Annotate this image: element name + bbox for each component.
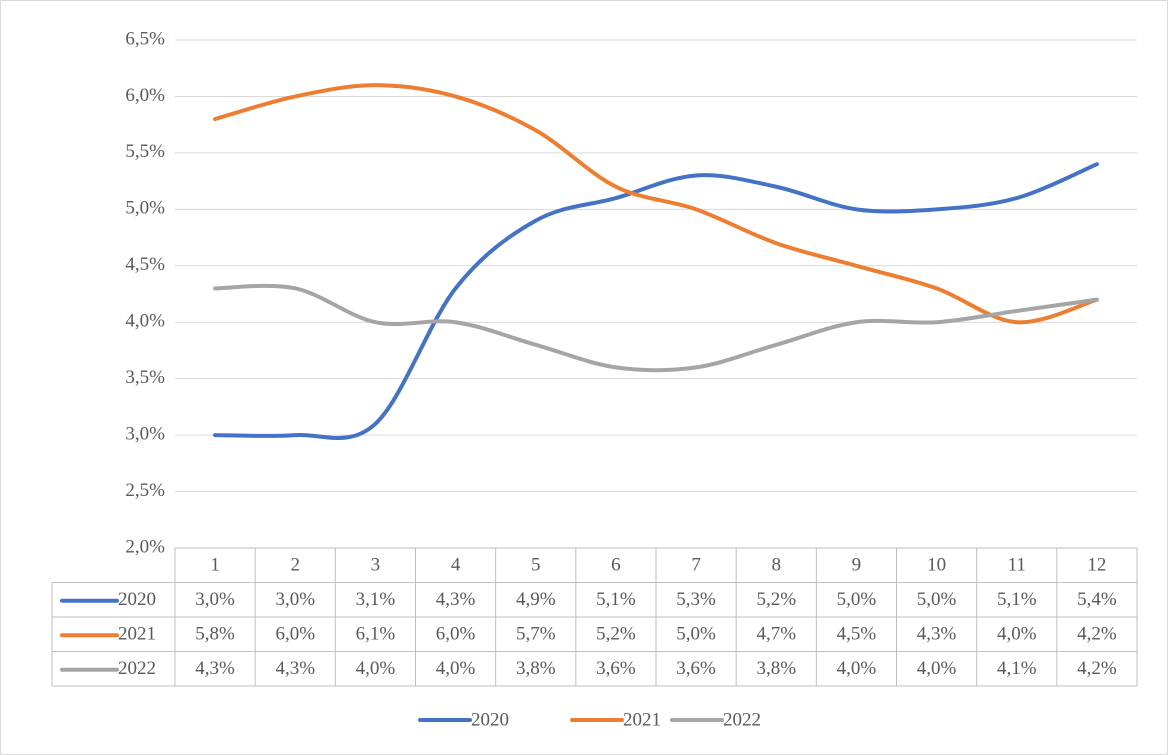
x-tick-label: 6 xyxy=(611,555,621,576)
x-tick-label: 2 xyxy=(291,555,301,576)
x-tick-label: 11 xyxy=(1008,555,1026,576)
y-tick-label: 5,0% xyxy=(125,198,165,219)
table-cell: 4,0% xyxy=(356,658,396,679)
x-tick-label: 10 xyxy=(927,555,946,576)
x-tick-label: 1 xyxy=(210,555,220,576)
table-cell: 4,3% xyxy=(275,658,315,679)
table-cell: 5,0% xyxy=(917,589,957,610)
x-tick-label: 4 xyxy=(451,555,461,576)
x-tick-label: 8 xyxy=(772,555,782,576)
x-tick-label: 3 xyxy=(371,555,381,576)
table-cell: 3,1% xyxy=(356,589,396,610)
y-tick-label: 6,5% xyxy=(125,28,165,49)
table-cell: 4,0% xyxy=(436,658,476,679)
table-cell: 3,0% xyxy=(195,589,235,610)
table-cell: 4,0% xyxy=(837,658,877,679)
y-tick-label: 2,5% xyxy=(125,480,165,501)
table-cell: 5,7% xyxy=(516,624,556,645)
table-cell: 6,0% xyxy=(436,624,476,645)
y-tick-label: 5,5% xyxy=(125,141,165,162)
table-cell: 4,3% xyxy=(436,589,476,610)
table-cell: 5,0% xyxy=(837,589,877,610)
table-cell: 4,5% xyxy=(837,624,877,645)
table-cell: 4,3% xyxy=(195,658,235,679)
table-cell: 5,3% xyxy=(676,589,716,610)
table-series-name: 2021 xyxy=(118,624,156,645)
table-cell: 5,2% xyxy=(756,589,796,610)
line-series xyxy=(213,283,1099,373)
table-cell: 4,1% xyxy=(997,658,1037,679)
y-tick-label: 2,0% xyxy=(125,536,165,557)
x-tick-label: 7 xyxy=(691,555,701,576)
table-cell: 5,2% xyxy=(596,624,636,645)
table-cell: 6,0% xyxy=(275,624,315,645)
table-cell: 3,8% xyxy=(756,658,796,679)
table-cell: 5,1% xyxy=(997,589,1037,610)
legend-label: 2022 xyxy=(723,709,761,730)
table-cell: 3,0% xyxy=(275,589,315,610)
table-series-name: 2022 xyxy=(118,658,156,679)
table-cell: 5,0% xyxy=(676,624,716,645)
table-cell: 5,1% xyxy=(596,589,636,610)
table-cell: 5,4% xyxy=(1077,589,1117,610)
table-cell: 3,6% xyxy=(596,658,636,679)
table-cell: 4,3% xyxy=(917,624,957,645)
table-cell: 3,8% xyxy=(516,658,556,679)
legend-label: 2021 xyxy=(623,709,661,730)
table-cell: 4,0% xyxy=(917,658,957,679)
table-cell: 5,8% xyxy=(195,624,235,645)
table-cell: 4,7% xyxy=(756,624,796,645)
y-tick-label: 4,5% xyxy=(125,254,165,275)
table-series-name: 2020 xyxy=(118,589,156,610)
table-cell: 4,0% xyxy=(997,624,1037,645)
table-cell: 4,9% xyxy=(516,589,556,610)
table-cell: 6,1% xyxy=(356,624,396,645)
table-cell: 4,2% xyxy=(1077,624,1117,645)
line-series xyxy=(213,83,1099,325)
table-cell: 3,6% xyxy=(676,658,716,679)
table-cell: 4,2% xyxy=(1077,658,1117,679)
legend-label: 2020 xyxy=(471,709,509,730)
y-tick-label: 3,0% xyxy=(125,423,165,444)
y-tick-label: 6,0% xyxy=(125,85,165,106)
y-tick-label: 3,5% xyxy=(125,367,165,388)
x-tick-label: 9 xyxy=(852,555,862,576)
y-tick-label: 4,0% xyxy=(125,311,165,332)
x-tick-label: 5 xyxy=(531,555,541,576)
line-series xyxy=(213,162,1099,440)
x-tick-label: 12 xyxy=(1087,555,1106,576)
